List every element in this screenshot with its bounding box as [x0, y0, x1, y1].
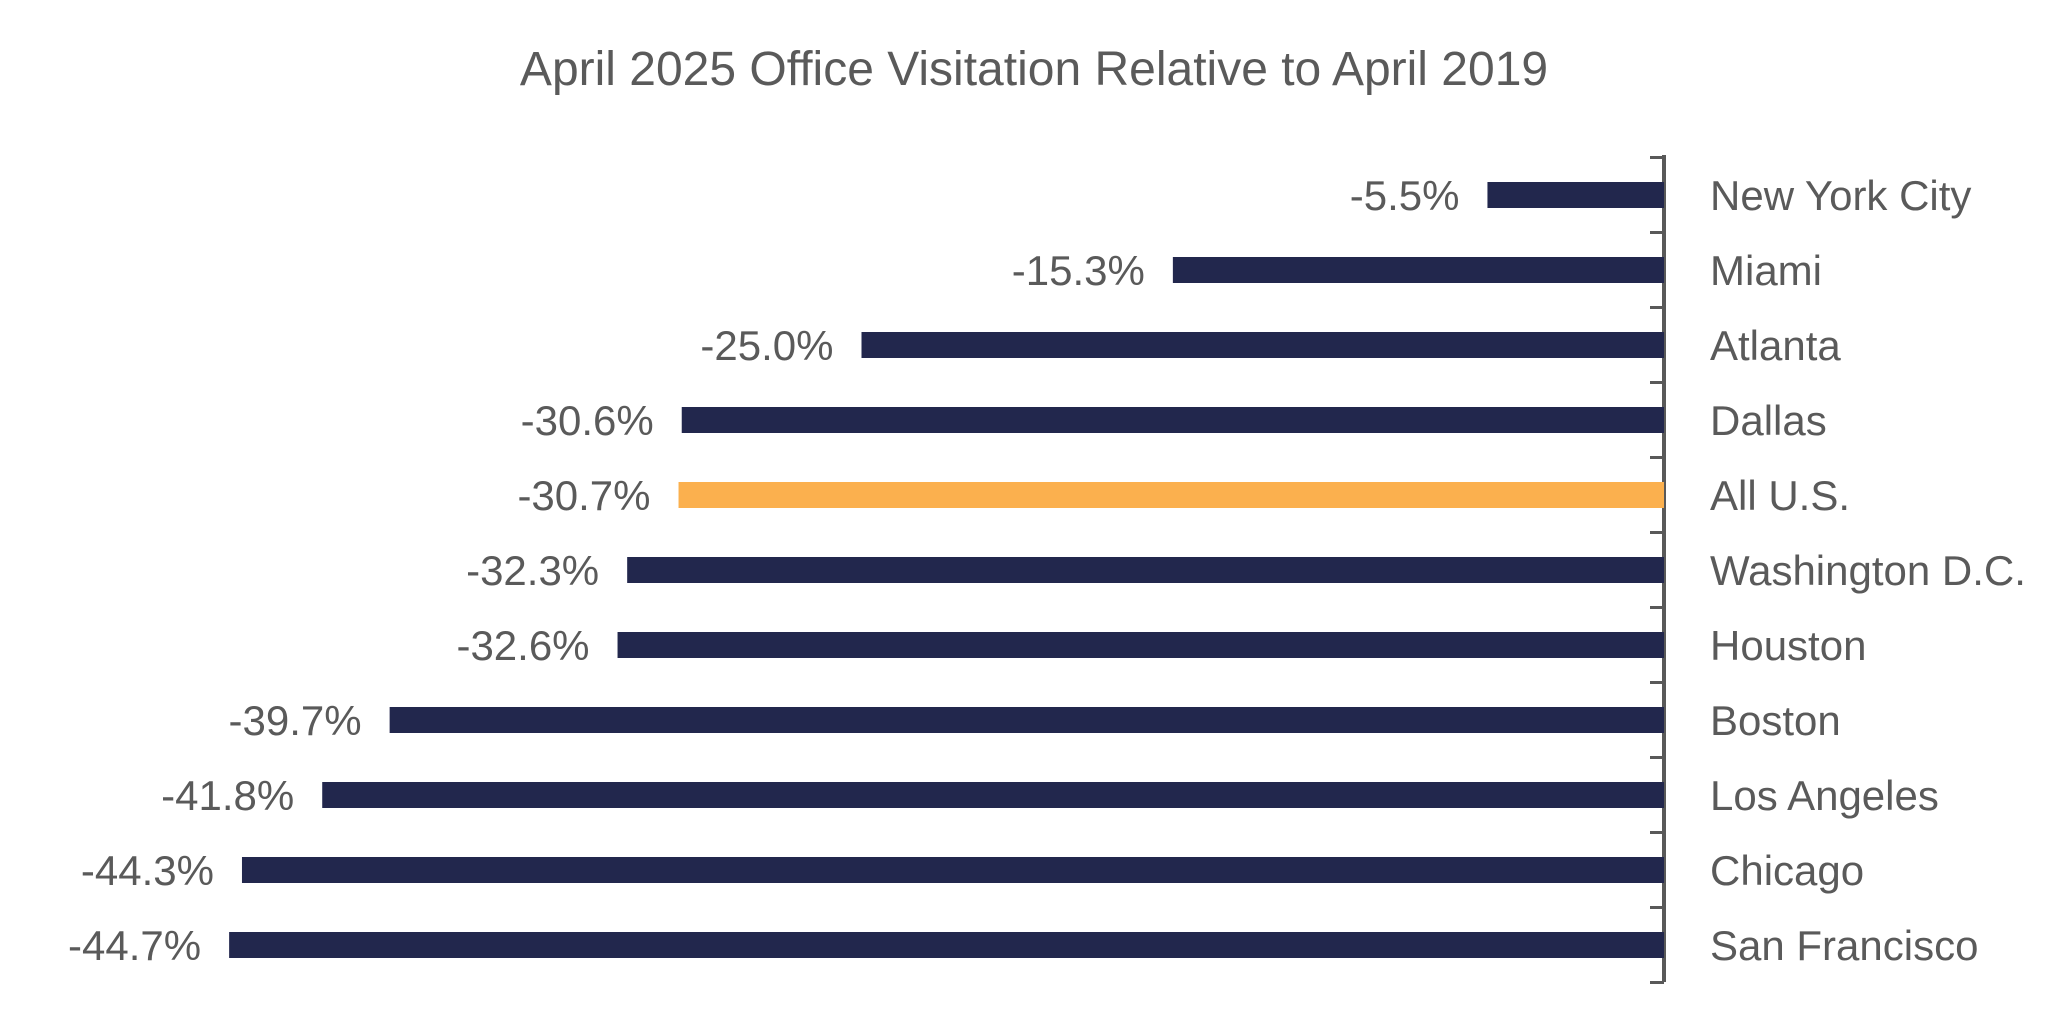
category-label: All U.S. [1710, 472, 1850, 519]
chart-title: April 2025 Office Visitation Relative to… [520, 43, 1548, 96]
bars-layer [229, 182, 1665, 958]
data-label: -25.0% [700, 322, 833, 369]
category-label: Chicago [1710, 847, 1864, 894]
data-label: -30.6% [521, 397, 654, 444]
bar [617, 632, 1664, 658]
data-label: -41.8% [161, 772, 294, 819]
category-label: Washington D.C. [1710, 547, 2026, 594]
category-label: Dallas [1710, 397, 1827, 444]
category-label: Houston [1710, 622, 1866, 669]
data-label: -39.7% [229, 697, 362, 744]
bar [1172, 257, 1664, 283]
bar [241, 857, 1665, 883]
data-label: -32.6% [456, 622, 589, 669]
bar [1487, 182, 1664, 208]
bar [627, 557, 1665, 583]
data-label: -30.7% [517, 472, 650, 519]
data-label: -44.7% [68, 922, 201, 969]
bar [678, 482, 1664, 508]
category-label: San Francisco [1710, 922, 1978, 969]
category-label: New York City [1710, 172, 1971, 219]
data-label: -44.3% [81, 847, 214, 894]
category-label: Boston [1710, 697, 1841, 744]
labels-layer: -5.5% New York City -15.3% Miami -25.0% Atlan… [68, 172, 2026, 969]
category-label: Los Angeles [1710, 772, 1939, 819]
data-label: -15.3% [1012, 247, 1145, 294]
bar [389, 707, 1664, 733]
data-label: -5.5% [1350, 172, 1460, 219]
bar [322, 782, 1665, 808]
category-label: Miami [1710, 247, 1822, 294]
category-label: Atlanta [1710, 322, 1841, 369]
bar [681, 407, 1664, 433]
data-label: -32.3% [466, 547, 599, 594]
bar [861, 332, 1664, 358]
bar [229, 932, 1664, 958]
